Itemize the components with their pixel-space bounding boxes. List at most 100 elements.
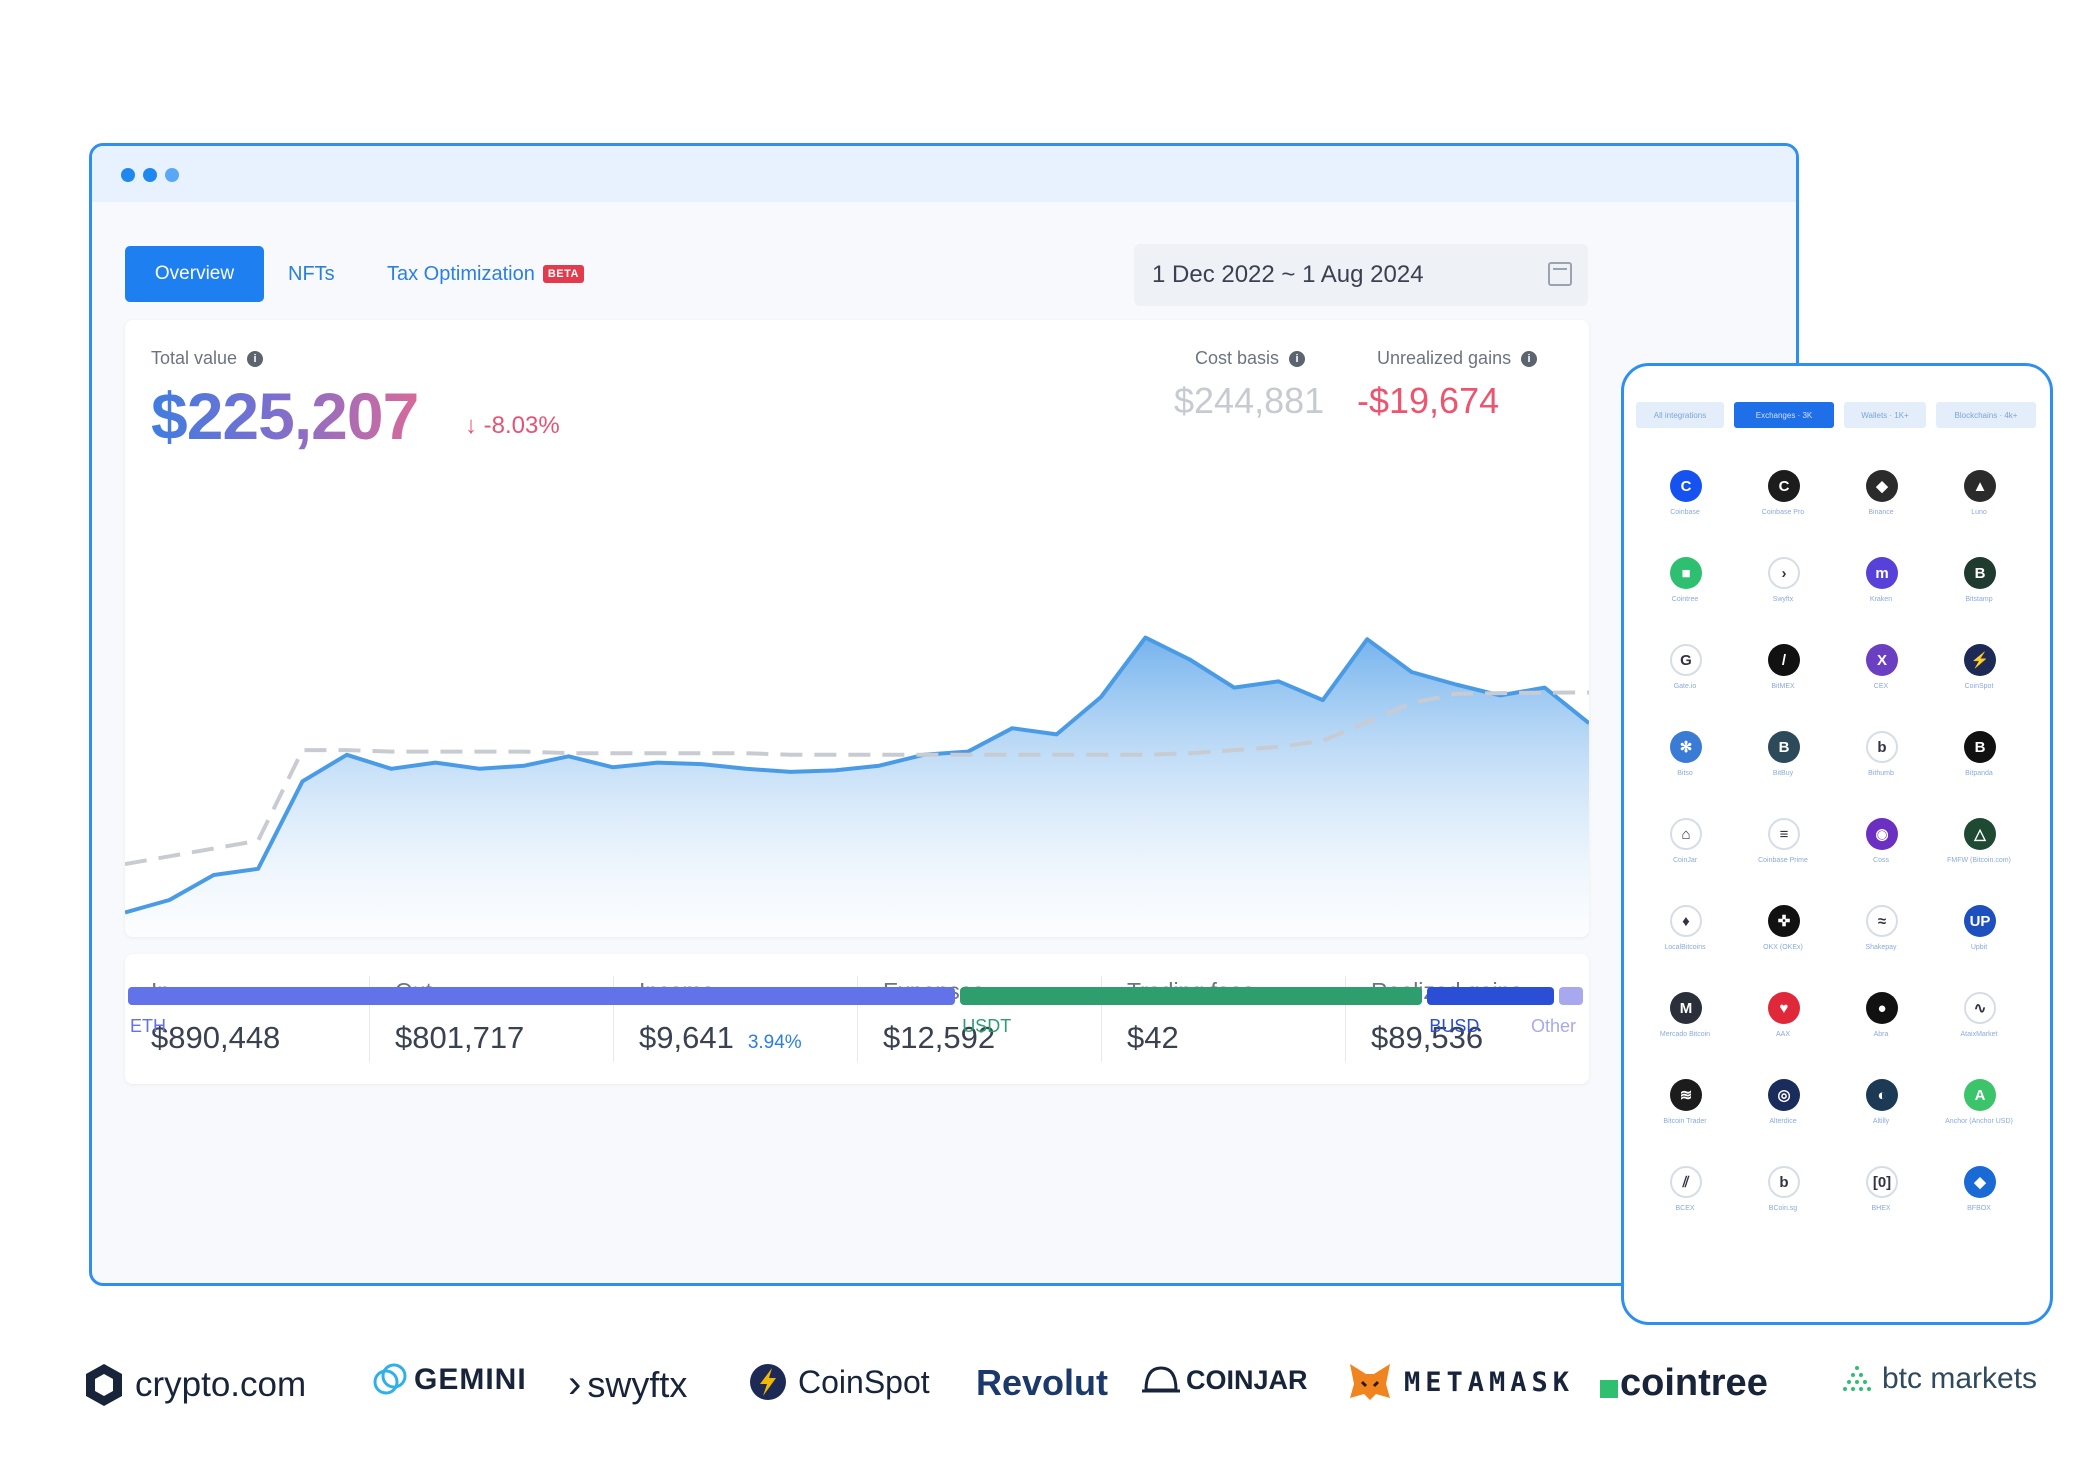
tab-label: Overview xyxy=(154,263,235,284)
logo-metamask[interactable]: METAMASK xyxy=(1348,1362,1574,1402)
info-icon[interactable]: i xyxy=(247,350,264,367)
integration-item[interactable]: ✻ Bitso xyxy=(1636,731,1734,815)
integration-item[interactable]: ♦ LocalBitcoins xyxy=(1636,905,1734,989)
cost-basis-dashed-line[interactable] xyxy=(125,690,1589,867)
integration-item[interactable]: M Mercado Bitcoin xyxy=(1636,992,1734,1076)
integration-item[interactable]: m Kraken xyxy=(1832,557,1930,641)
integration-item[interactable]: ≋ Bitcoin Trader xyxy=(1636,1079,1734,1163)
tab-label: NFTs xyxy=(288,262,335,285)
logo-coinjar[interactable]: COINJAR xyxy=(1140,1362,1308,1398)
info-icon[interactable]: i xyxy=(1521,350,1538,367)
window-dot-icon[interactable] xyxy=(121,168,135,182)
logo-btc-markets[interactable]: btc markets xyxy=(1840,1362,2037,1396)
integration-item[interactable]: ✜ OKX (OKEx) xyxy=(1734,905,1832,989)
integration-item[interactable]: / BitMEX xyxy=(1734,644,1832,728)
integration-item[interactable]: ◐ Altilly xyxy=(1832,1079,1930,1163)
integration-item[interactable]: G Gate.io xyxy=(1636,644,1734,728)
integration-item[interactable]: [0] BHEX xyxy=(1832,1166,1930,1250)
integration-item[interactable]: UP Upbit xyxy=(1930,905,2028,989)
integration-name: Abra xyxy=(1873,1031,1889,1038)
integration-item[interactable]: ◎ Alterdice xyxy=(1734,1079,1832,1163)
integration-item[interactable]: ● Abra xyxy=(1832,992,1930,1076)
tab-all-integrations[interactable]: All integrations xyxy=(1636,402,1724,428)
integration-item[interactable]: ≡ Coinbase Prime xyxy=(1734,818,1832,902)
integration-logo-icon: / xyxy=(1768,644,1800,676)
integration-item[interactable]: C Coinbase Pro xyxy=(1734,470,1832,554)
integration-name: BHEX xyxy=(1871,1205,1891,1212)
tab-blockchains[interactable]: Blockchains · 4k+ xyxy=(1936,402,2036,428)
integration-item[interactable]: b BCoin.sg xyxy=(1734,1166,1832,1250)
integration-logo-icon: ♦ xyxy=(1670,905,1702,937)
stat-trading-fees: Trading fees$42 xyxy=(1101,954,1345,1084)
integration-item[interactable]: X CEX xyxy=(1832,644,1930,728)
integration-item[interactable]: △ FMFW (Bitcoin.com) xyxy=(1930,818,2028,902)
total-value-change: ↓ -8.03% xyxy=(465,412,560,440)
integration-name: Coinbase Prime xyxy=(1758,857,1808,864)
allocation-segment[interactable] xyxy=(1558,987,1583,1005)
stat-value-text: $89,536 xyxy=(1371,1020,1484,1055)
integration-item[interactable]: › Swyftx xyxy=(1734,557,1832,641)
integration-logo-icon: ⚡ xyxy=(1964,644,1996,676)
integration-item[interactable]: ∿ AtaixMarket xyxy=(1930,992,2028,1076)
integration-item[interactable]: ◆ Binance xyxy=(1832,470,1930,554)
integration-item[interactable]: ⚡ CoinSpot xyxy=(1930,644,2028,728)
stat-value: $890,448 xyxy=(151,1020,280,1056)
tab-tax-optimization[interactable]: Tax Optimization BETA xyxy=(387,246,584,302)
integration-item[interactable]: ⌂ CoinJar xyxy=(1636,818,1734,902)
integration-name: FMFW (Bitcoin.com) xyxy=(1947,857,2011,864)
window-dot-icon[interactable] xyxy=(165,168,179,182)
unrealized-gains-label: Unrealized gains i xyxy=(1377,348,1538,369)
logo-swyftx[interactable]: › swyftx xyxy=(568,1362,687,1407)
logo-label: cointree xyxy=(1620,1362,1768,1404)
integration-item[interactable]: b Bithumb xyxy=(1832,731,1930,815)
tab-nfts[interactable]: NFTs xyxy=(288,246,335,302)
logo-crypto-com[interactable]: crypto.com xyxy=(83,1362,306,1408)
divider xyxy=(613,976,614,1062)
tab-overview[interactable]: Overview xyxy=(125,246,264,302)
integration-item[interactable]: B Bitstamp xyxy=(1930,557,2028,641)
integration-item[interactable]: B BitBuy xyxy=(1734,731,1832,815)
integration-name: CoinJar xyxy=(1672,857,1698,864)
integration-name: Bitstamp xyxy=(1965,596,1993,603)
integration-name: Upbit xyxy=(1970,944,1988,951)
integration-item[interactable]: ◆ BFBOX xyxy=(1930,1166,2028,1250)
integration-item[interactable]: ◉ Coss xyxy=(1832,818,1930,902)
integration-name: Coinbase Pro xyxy=(1761,509,1805,516)
integration-logo-icon: ◆ xyxy=(1964,1166,1996,1198)
integration-item[interactable]: C Coinbase xyxy=(1636,470,1734,554)
logo-label: CoinSpot xyxy=(798,1363,930,1400)
integration-item[interactable]: A Anchor (Anchor USD) xyxy=(1930,1079,2028,1163)
value-area-fill xyxy=(125,637,1589,937)
allocation-segment[interactable] xyxy=(1427,987,1554,1005)
logo-cointree[interactable]: cointree xyxy=(1600,1362,1768,1405)
logo-revolut[interactable]: Revolut xyxy=(976,1362,1108,1404)
portfolio-value-chart[interactable] xyxy=(125,460,1589,937)
allocation-segment[interactable] xyxy=(128,987,956,1005)
integration-logo-icon: b xyxy=(1866,731,1898,763)
integration-item[interactable]: ▲ Luno xyxy=(1930,470,2028,554)
integration-item[interactable]: ♥ AAX xyxy=(1734,992,1832,1076)
tab-label: Wallets · 1K+ xyxy=(1861,410,1909,420)
allocation-segment[interactable] xyxy=(960,987,1423,1005)
logo-label: swyftx xyxy=(587,1363,688,1405)
integration-name: Bitcoin Trader xyxy=(1663,1118,1707,1125)
info-icon[interactable]: i xyxy=(1289,350,1306,367)
integration-item[interactable]: ≈ Shakepay xyxy=(1832,905,1930,989)
date-range-picker[interactable]: 1 Dec 2022 ~ 1 Aug 2024 xyxy=(1134,244,1588,306)
total-value: $225,207 xyxy=(151,379,419,453)
integration-name: Bitpanda xyxy=(1965,770,1993,777)
divider xyxy=(857,976,858,1062)
logo-coinspot[interactable]: CoinSpot xyxy=(748,1362,930,1402)
window-dot-icon[interactable] xyxy=(143,168,157,182)
calendar-icon[interactable] xyxy=(1548,262,1572,286)
tab-exchanges[interactable]: Exchanges · 3K xyxy=(1734,402,1834,428)
integration-item[interactable]: ⫽ BCEX xyxy=(1636,1166,1734,1250)
logo-gemini[interactable]: GEMINI xyxy=(372,1362,527,1398)
tab-wallets[interactable]: Wallets · 1K+ xyxy=(1844,402,1926,428)
integration-item[interactable]: ■ Cointree xyxy=(1636,557,1734,641)
integration-item[interactable]: B Bitpanda xyxy=(1930,731,2028,815)
integration-name: OKX (OKEx) xyxy=(1763,944,1803,951)
integration-logo-icon: ✜ xyxy=(1768,905,1800,937)
value-series-line[interactable] xyxy=(125,635,1589,915)
divider xyxy=(1101,976,1102,1062)
